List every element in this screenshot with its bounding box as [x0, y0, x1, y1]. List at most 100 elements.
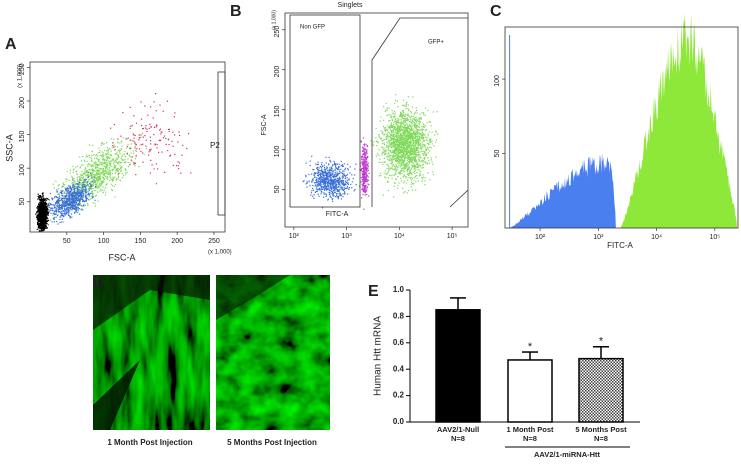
event-dot	[104, 162, 105, 163]
event-dot	[49, 207, 50, 208]
event-dot	[337, 169, 338, 170]
event-dot	[79, 184, 80, 185]
event-dot	[418, 180, 419, 181]
event-dot	[407, 192, 408, 193]
event-dot	[77, 189, 78, 190]
event-dot	[117, 152, 118, 153]
event-dot	[104, 163, 105, 164]
event-dot	[70, 191, 71, 192]
event-dot	[393, 126, 394, 127]
event-dot	[330, 194, 331, 195]
event-dot	[54, 207, 55, 208]
event-dot	[61, 192, 62, 193]
event-dot	[367, 156, 368, 157]
event-dot	[179, 135, 180, 136]
event-dot	[107, 172, 108, 173]
event-dot	[50, 193, 51, 194]
event-dot	[134, 147, 135, 148]
event-dot	[148, 151, 149, 152]
event-dot	[98, 180, 99, 181]
event-dot	[119, 143, 120, 144]
event-dot	[72, 192, 73, 193]
event-dot	[62, 195, 63, 196]
event-dot	[51, 204, 52, 205]
event-dot	[43, 226, 44, 227]
event-dot	[50, 220, 51, 221]
event-dot	[343, 190, 344, 191]
event-dot	[419, 124, 420, 125]
event-dot	[84, 189, 85, 190]
event-dot	[323, 177, 324, 178]
event-dot	[396, 137, 397, 138]
event-dot	[413, 116, 414, 117]
event-dot	[334, 164, 335, 165]
event-dot	[79, 177, 80, 178]
event-dot	[395, 168, 396, 169]
event-dot	[91, 185, 92, 186]
event-dot	[407, 180, 408, 181]
event-dot	[366, 152, 367, 153]
event-dot	[401, 145, 402, 146]
event-dot	[64, 193, 65, 194]
event-dot	[72, 182, 73, 183]
event-dot	[366, 169, 367, 170]
event-dot	[130, 148, 131, 149]
x-tick-label: 50	[63, 238, 71, 245]
event-dot	[52, 198, 53, 199]
event-dot	[178, 165, 179, 166]
event-dot	[96, 170, 97, 171]
event-dot	[121, 156, 122, 157]
event-dot	[105, 173, 106, 174]
event-dot	[45, 226, 46, 227]
event-dot	[339, 191, 340, 192]
event-dot	[321, 171, 322, 172]
event-dot	[384, 150, 385, 151]
event-dot	[79, 156, 80, 157]
event-dot	[386, 103, 387, 104]
event-dot	[80, 175, 81, 176]
event-dot	[66, 209, 67, 210]
event-dot	[370, 140, 371, 141]
event-dot	[425, 115, 426, 116]
event-dot	[324, 169, 325, 170]
event-dot	[129, 156, 130, 157]
event-dot	[354, 189, 355, 190]
event-dot	[140, 134, 141, 135]
event-dot	[61, 187, 62, 188]
event-dot	[423, 160, 424, 161]
event-dot	[93, 179, 94, 180]
event-dot	[392, 119, 393, 120]
event-dot	[61, 198, 62, 199]
event-dot	[415, 176, 416, 177]
event-dot	[405, 177, 406, 178]
event-dot	[134, 143, 135, 144]
event-dot	[136, 144, 137, 145]
event-dot	[146, 129, 147, 130]
event-dot	[419, 175, 420, 176]
event-dot	[120, 168, 121, 169]
event-dot	[319, 167, 320, 168]
event-dot	[99, 152, 100, 153]
event-dot	[70, 217, 71, 218]
event-dot	[365, 189, 366, 190]
event-dot	[141, 144, 142, 145]
event-dot	[141, 125, 142, 126]
event-dot	[366, 194, 367, 195]
event-dot	[70, 170, 71, 171]
event-dot	[64, 200, 65, 201]
event-dot	[150, 172, 151, 173]
event-dot	[424, 159, 425, 160]
event-dot	[112, 173, 113, 174]
event-dot	[79, 182, 80, 183]
event-dot	[403, 182, 404, 183]
event-dot	[105, 160, 106, 161]
event-dot	[114, 186, 115, 187]
event-dot	[406, 183, 407, 184]
event-dot	[415, 112, 416, 113]
event-dot	[135, 135, 136, 136]
event-dot	[343, 166, 344, 167]
event-dot	[345, 175, 346, 176]
event-dot	[119, 180, 120, 181]
event-dot	[99, 186, 100, 187]
event-dot	[368, 180, 369, 181]
